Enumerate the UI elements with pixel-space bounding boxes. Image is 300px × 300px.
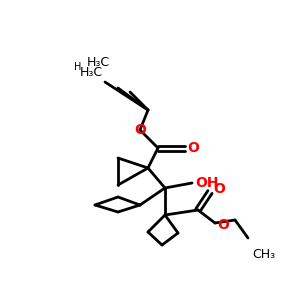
Text: OH: OH — [195, 176, 218, 190]
Text: O: O — [187, 141, 199, 155]
Text: CH₃: CH₃ — [252, 248, 275, 262]
Text: H₃C: H₃C — [80, 67, 103, 80]
Text: O: O — [213, 182, 225, 196]
Text: H₃C: H₃C — [87, 56, 110, 70]
Text: O: O — [134, 123, 146, 137]
Text: O: O — [217, 218, 229, 232]
Text: H: H — [74, 62, 82, 72]
